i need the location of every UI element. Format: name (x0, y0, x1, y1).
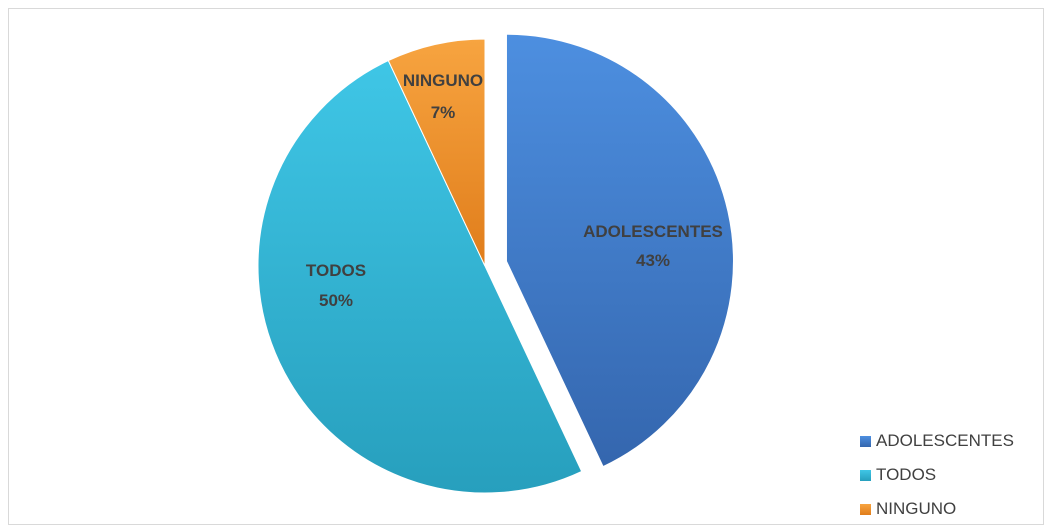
slice-label-percent: 7% (431, 103, 456, 122)
legend-swatch (860, 435, 871, 447)
slice-label-percent: 43% (636, 251, 670, 270)
slice-label-category: ADOLESCENTES (583, 222, 723, 241)
legend-swatch (860, 503, 871, 515)
pie-slice-ninguno (387, 38, 486, 267)
pie-slice-adolescentes (505, 33, 734, 468)
slice-label-category: TODOS (306, 261, 366, 280)
legend-item-ninguno: NINGUNO (860, 492, 1040, 526)
legend: ADOLESCENTES TODOS NINGUNO (860, 424, 1040, 526)
legend-item-todos: TODOS (860, 458, 1040, 492)
legend-label: NINGUNO (876, 499, 957, 518)
legend-label: ADOLESCENTES (876, 431, 1014, 450)
legend-swatch (860, 469, 871, 481)
slice-label-percent: 50% (319, 291, 353, 310)
legend-label: TODOS (876, 465, 937, 484)
pie-slice-todos (257, 59, 583, 494)
slice-label-category: NINGUNO (403, 71, 483, 90)
legend-item-adolescentes: ADOLESCENTES (860, 424, 1040, 458)
